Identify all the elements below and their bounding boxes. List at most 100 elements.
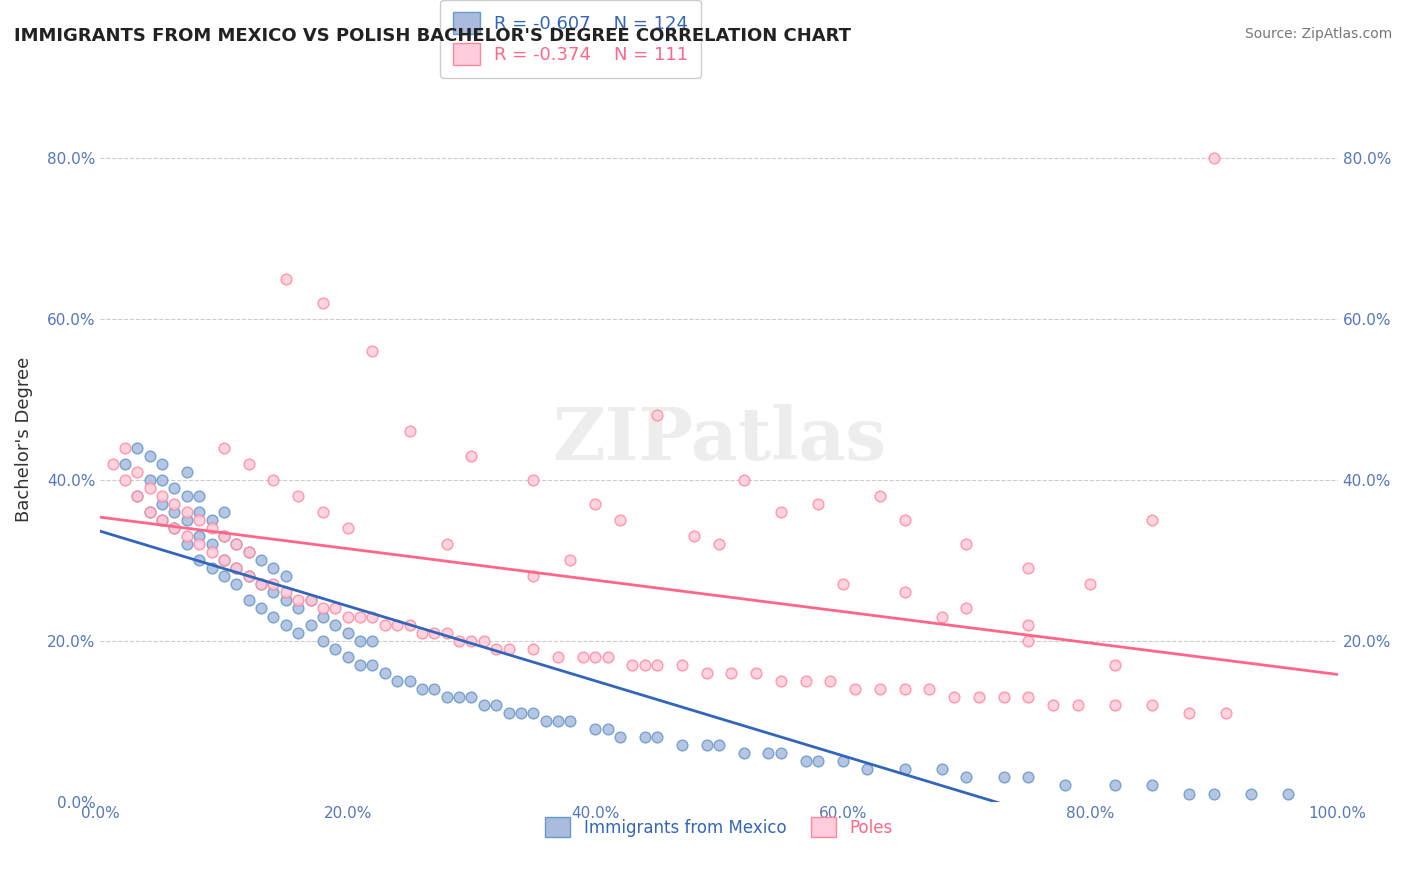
Point (1240, 787, 1263, 801)
Point (1054, 779, 1077, 793)
Point (423, 681, 446, 696)
Point (583, 722, 606, 736)
Point (583, 497, 606, 511)
Point (472, 633, 495, 648)
Point (250, 553, 273, 567)
Point (955, 601, 977, 615)
Point (522, 706, 544, 720)
Point (139, 481, 162, 495)
Point (238, 593, 260, 607)
Point (560, 553, 582, 567)
Point (671, 657, 693, 672)
Point (472, 698, 495, 712)
Point (312, 295, 335, 310)
Point (176, 537, 198, 551)
Point (225, 537, 247, 551)
Point (274, 271, 297, 285)
Point (1017, 617, 1039, 632)
Point (993, 690, 1015, 704)
Point (361, 343, 384, 358)
Point (287, 601, 309, 615)
Point (212, 441, 235, 455)
Text: ZIPatlas: ZIPatlas (553, 404, 886, 475)
Point (645, 730, 668, 744)
Point (150, 513, 173, 527)
Point (163, 505, 186, 519)
Point (176, 465, 198, 479)
Point (201, 537, 224, 551)
Point (893, 681, 915, 696)
Point (287, 489, 309, 503)
Point (188, 537, 211, 551)
Point (993, 771, 1015, 785)
Point (312, 601, 335, 615)
Point (1140, 779, 1163, 793)
Point (634, 657, 657, 672)
Point (201, 521, 224, 535)
Point (769, 505, 792, 519)
Point (212, 529, 235, 543)
Point (621, 657, 644, 672)
Point (127, 489, 149, 503)
Point (274, 585, 297, 599)
Point (349, 657, 371, 672)
Point (114, 441, 136, 455)
Point (918, 681, 941, 696)
Point (893, 763, 915, 777)
Point (893, 585, 915, 599)
Point (485, 698, 508, 712)
Point (498, 641, 520, 656)
Point (127, 465, 149, 479)
Point (361, 609, 384, 624)
Point (212, 505, 235, 519)
Point (127, 489, 149, 503)
Point (1017, 771, 1039, 785)
Point (263, 561, 285, 575)
Point (176, 513, 198, 527)
Point (522, 569, 544, 583)
Point (274, 593, 297, 607)
Point (163, 481, 186, 495)
Y-axis label: Bachelor's Degree: Bachelor's Degree (15, 357, 32, 522)
Point (485, 641, 508, 656)
Point (336, 609, 359, 624)
Point (150, 513, 173, 527)
Point (1078, 577, 1101, 591)
Point (312, 633, 335, 648)
Point (1042, 698, 1064, 712)
Point (1017, 633, 1039, 648)
Point (176, 505, 198, 519)
Point (807, 497, 830, 511)
Point (361, 657, 384, 672)
Point (1215, 706, 1237, 720)
Point (287, 593, 309, 607)
Point (374, 617, 396, 632)
Point (336, 625, 359, 640)
Point (349, 609, 371, 624)
Point (127, 441, 149, 455)
Point (374, 665, 396, 680)
Point (212, 569, 235, 583)
Point (1017, 690, 1039, 704)
Point (671, 738, 693, 752)
Point (794, 755, 817, 769)
Point (274, 617, 297, 632)
Point (238, 457, 260, 471)
Point (1202, 787, 1225, 801)
Point (150, 457, 173, 471)
Point (449, 690, 471, 704)
Point (225, 537, 247, 551)
Point (176, 529, 198, 543)
Point (955, 537, 977, 551)
Point (225, 561, 247, 575)
Point (225, 577, 247, 591)
Point (733, 747, 755, 761)
Point (201, 561, 224, 575)
Point (1017, 561, 1039, 575)
Point (436, 537, 458, 551)
Point (1104, 779, 1126, 793)
Point (560, 714, 582, 728)
Point (114, 473, 136, 487)
Point (387, 673, 409, 688)
Point (436, 690, 458, 704)
